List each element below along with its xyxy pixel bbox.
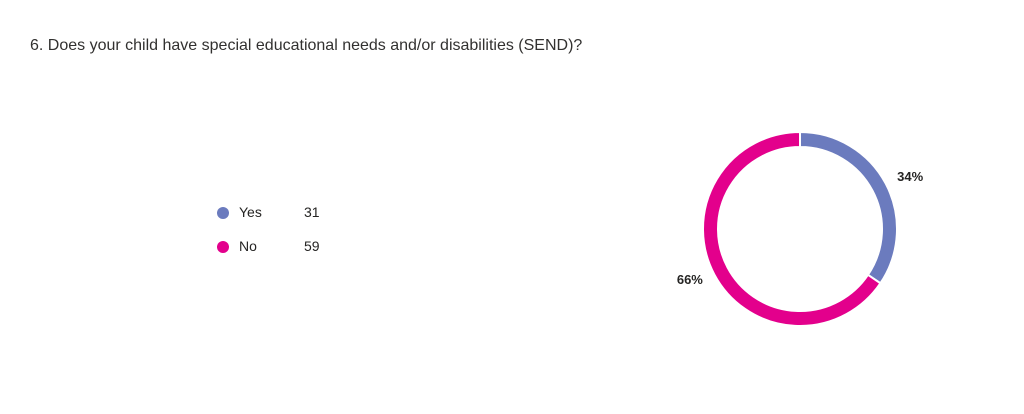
- slice-no: [702, 130, 882, 327]
- donut-chart: 34% 66%: [660, 120, 960, 340]
- question-title: 6. Does your child have special educatio…: [30, 37, 583, 54]
- legend-swatch-no: [217, 241, 229, 253]
- legend-count-yes: 31: [304, 204, 320, 220]
- legend-swatch-yes: [217, 207, 229, 219]
- pct-label-no: 66%: [677, 272, 703, 287]
- legend-label-no: No: [239, 238, 257, 254]
- pct-label-yes: 34%: [897, 169, 923, 184]
- slice-yes: [799, 130, 898, 285]
- legend-count-no: 59: [304, 238, 320, 254]
- donut-chart-svg: 34% 66%: [677, 130, 924, 327]
- legend-label-yes: Yes: [239, 204, 262, 220]
